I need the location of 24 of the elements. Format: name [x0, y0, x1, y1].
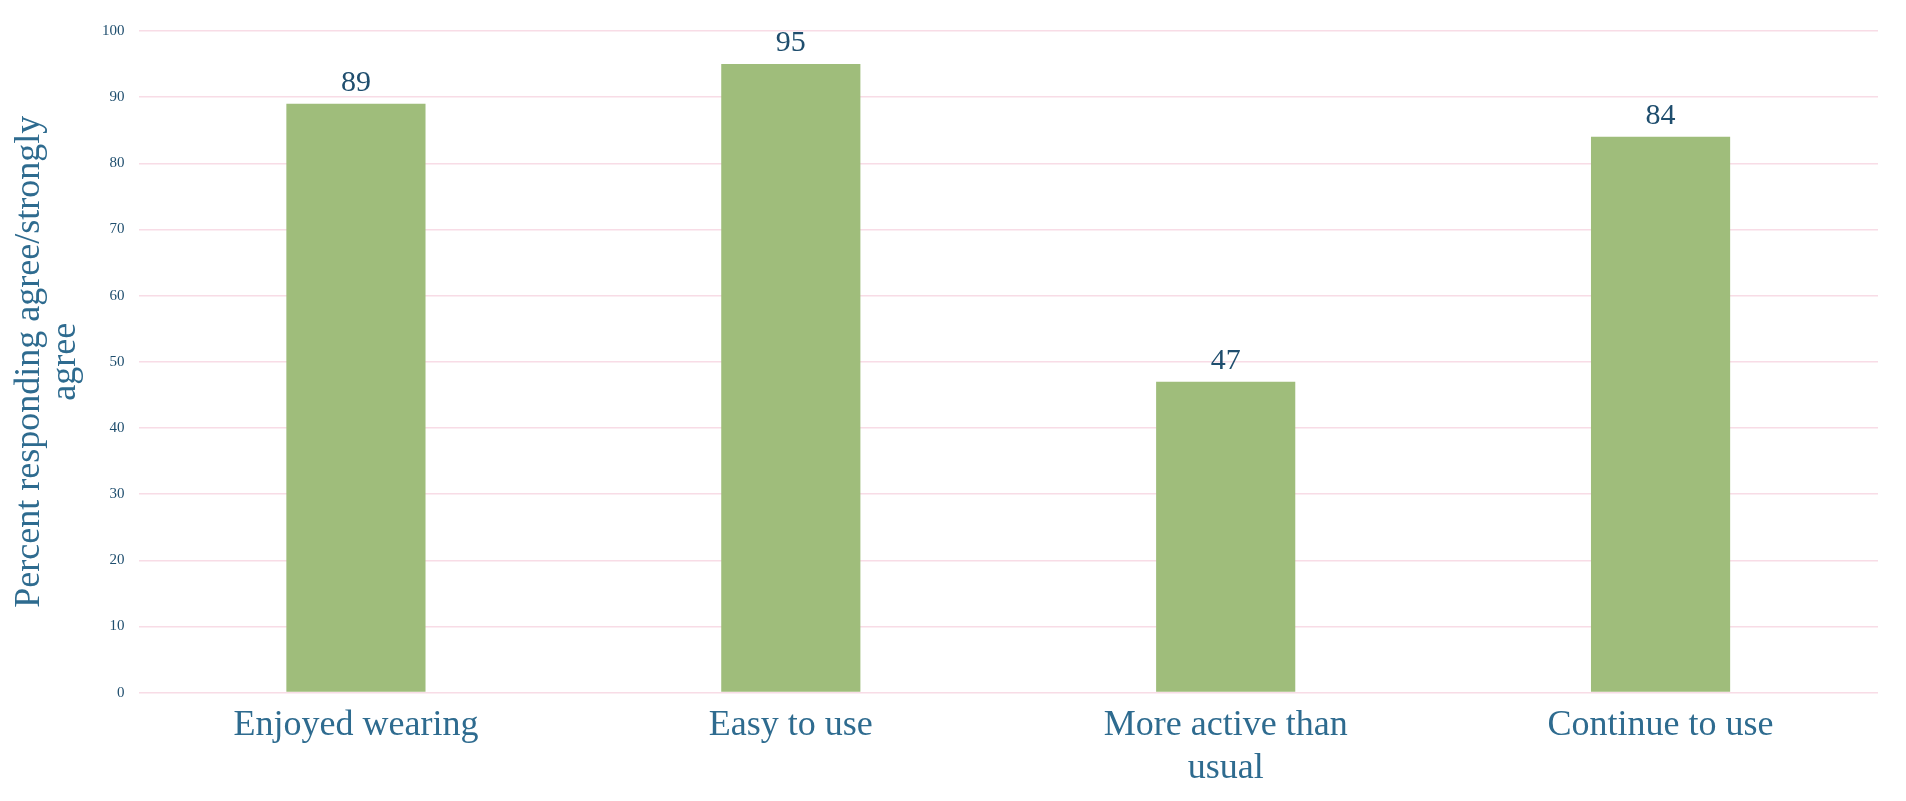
- y-tick-label: 40: [109, 418, 125, 435]
- data-label: 95: [775, 23, 806, 57]
- y-tick-label: 30: [109, 485, 125, 502]
- y-tick-label: 90: [109, 88, 125, 105]
- bar: [721, 64, 861, 692]
- x-tick-label: More active than usual: [1103, 702, 1348, 786]
- y-tick-label: 100: [102, 21, 125, 38]
- bar: [1590, 136, 1731, 692]
- y-tick-label: 60: [109, 286, 125, 303]
- bar: [286, 103, 426, 692]
- x-tick-label: Enjoyed wearing: [233, 702, 479, 743]
- data-label: 89: [340, 63, 371, 97]
- x-tick-label: Easy to use: [708, 702, 873, 743]
- y-tick-label: 70: [109, 220, 125, 237]
- y-axis-title: Percent responding agree/strongly agree: [7, 115, 84, 608]
- y-tick-label: 10: [109, 617, 125, 634]
- y-tick-label: 0: [117, 683, 125, 700]
- data-label: 84: [1645, 96, 1676, 130]
- y-tick-label: 80: [109, 154, 125, 171]
- data-label: 47: [1210, 341, 1241, 375]
- bar: [1156, 381, 1296, 692]
- y-tick-label: 20: [109, 551, 125, 568]
- y-tick-label: 50: [109, 352, 125, 369]
- x-tick-label: Continue to use: [1547, 702, 1774, 743]
